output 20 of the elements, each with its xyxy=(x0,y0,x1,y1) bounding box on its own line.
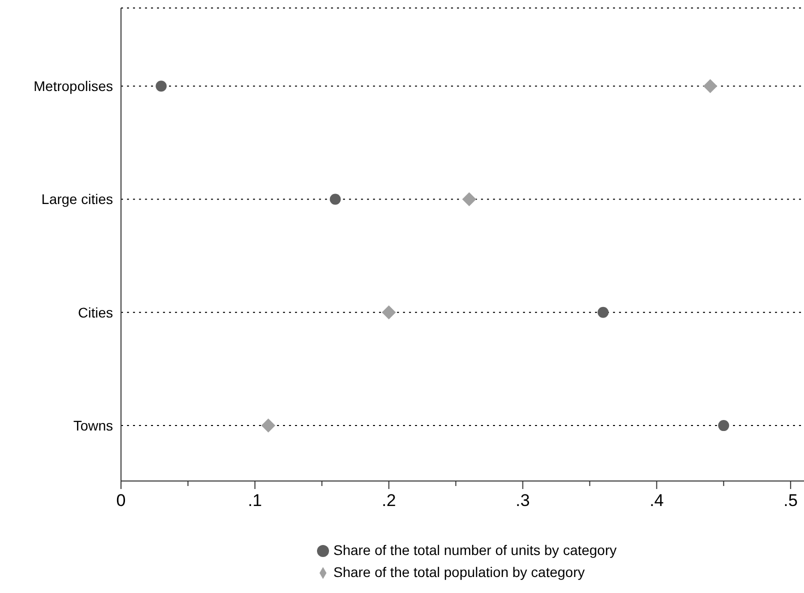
x-tick-label: .4 xyxy=(650,491,664,510)
point xyxy=(261,418,276,433)
point xyxy=(703,79,718,94)
x-tick-label: .2 xyxy=(382,491,396,510)
point xyxy=(718,420,730,432)
x-tick-label: .5 xyxy=(784,491,798,510)
point xyxy=(156,80,167,92)
legend-label: Share of the total population by category xyxy=(333,564,585,580)
point xyxy=(382,305,396,320)
x-tick-label: .3 xyxy=(516,491,530,510)
y-tick-label: Metropolises xyxy=(34,78,113,94)
point xyxy=(462,192,476,206)
y-tick-label: Cities xyxy=(78,304,113,320)
y-tick-label: Large cities xyxy=(41,191,113,208)
x-tick-label: .1 xyxy=(248,491,262,510)
x-tick-label: 0 xyxy=(116,491,126,510)
y-tick-label: Towns xyxy=(73,418,113,434)
legend-label: Share of the total number of units by category xyxy=(333,542,617,558)
point xyxy=(598,306,609,318)
point xyxy=(330,194,341,205)
